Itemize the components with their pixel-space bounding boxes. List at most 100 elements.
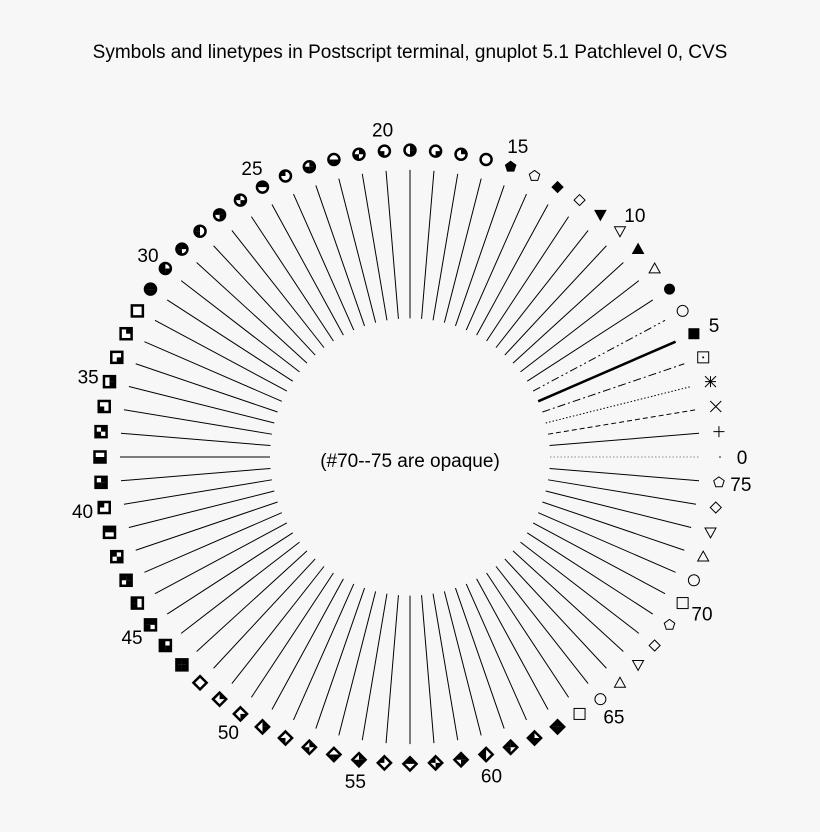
ray-22: [338, 178, 377, 323]
symbol-56: [376, 754, 393, 772]
symbol-11: [594, 209, 607, 222]
symbol-18: [428, 144, 443, 158]
label-10: 10: [624, 206, 645, 227]
symbol-17: [454, 147, 468, 162]
ray-9: [512, 262, 624, 364]
label-40: 40: [72, 502, 93, 523]
symbol-3: [704, 375, 717, 388]
ray-30: [180, 280, 300, 373]
ray-6: [532, 319, 666, 392]
symbol-49: [211, 690, 228, 708]
label-70: 70: [691, 604, 712, 625]
ray-61: [454, 587, 505, 729]
symbol-65: [594, 693, 607, 706]
ray-56: [385, 595, 399, 744]
symbol-31: [143, 282, 158, 296]
ray-66: [504, 558, 607, 669]
symbol-64: [573, 707, 586, 720]
symbol-69: [663, 618, 676, 630]
ray-62: [465, 583, 527, 721]
ray-25: [271, 204, 344, 336]
symbol-57: [401, 755, 419, 773]
symbol-48: [191, 674, 209, 692]
ray-1: [549, 432, 700, 447]
ray-64: [486, 572, 570, 698]
ray-72: [542, 501, 685, 551]
symbol-50: [232, 705, 249, 723]
symbol-41: [102, 525, 117, 540]
ray-21: [361, 173, 388, 321]
symbol-group: [93, 143, 725, 773]
symbol-37: [94, 424, 108, 439]
symbol-21: [352, 147, 366, 162]
symbol-10: [613, 226, 627, 238]
symbol-34: [110, 350, 124, 365]
symbol-40: [97, 500, 111, 515]
symbol-24: [278, 169, 293, 183]
label-65: 65: [603, 707, 624, 728]
ray-35: [128, 386, 275, 424]
ray-11: [495, 230, 589, 348]
symbol-38: [93, 450, 107, 464]
ray-20: [385, 170, 399, 319]
symbol-26: [233, 193, 248, 207]
ray-26: [250, 216, 334, 342]
symbol-0: [719, 456, 721, 458]
ray-47: [196, 550, 308, 652]
ray-29: [196, 262, 308, 364]
symbol-33: [119, 326, 133, 341]
ray-73: [545, 490, 692, 528]
symbol-22: [327, 152, 341, 167]
ray-52: [293, 583, 355, 721]
symbol-23: [302, 159, 317, 174]
symbol-66: [613, 676, 627, 688]
ray-42: [135, 501, 278, 551]
ray-27: [231, 230, 325, 348]
symbol-5: [688, 328, 700, 340]
symbol-35: [102, 374, 117, 389]
symbol-47: [175, 658, 189, 672]
label-75: 75: [730, 475, 751, 496]
ray-60: [443, 591, 482, 736]
symbol-13: [551, 180, 564, 194]
ray-75: [549, 467, 700, 482]
symbol-2: [709, 400, 722, 413]
symbol-68: [648, 639, 661, 652]
symbol-25: [255, 180, 270, 194]
symbol-9: [631, 242, 645, 255]
label-15: 15: [507, 137, 528, 158]
ray-36: [123, 409, 272, 435]
ray-28: [213, 245, 316, 356]
ray-50: [250, 572, 334, 698]
ray-41: [128, 490, 275, 528]
label-group: 0 5 10 15 20 25 30 35 40 45 50 55 60 65 70 75: [72, 120, 751, 793]
ray-32: [154, 319, 288, 392]
ray-24: [293, 193, 355, 331]
label-30: 30: [137, 246, 158, 267]
label-50: 50: [218, 723, 239, 744]
symbol-39: [94, 475, 108, 490]
symbol-19: [403, 143, 417, 157]
ray-13: [476, 204, 549, 336]
symbol-15: [504, 160, 517, 172]
ray-34: [135, 363, 278, 413]
label-45: 45: [121, 628, 142, 649]
ray-55: [361, 593, 388, 741]
label-5: 5: [709, 316, 720, 337]
symbol-32: [130, 304, 145, 318]
symbol-12: [573, 193, 586, 207]
symbol-16: [479, 152, 493, 167]
symbol-30: [158, 261, 173, 276]
symbol-28: [193, 224, 207, 238]
symbol-27: [212, 208, 227, 222]
ray-59: [432, 593, 459, 741]
ray-58: [421, 595, 435, 744]
symbol-53: [300, 738, 318, 756]
ray-45: [166, 532, 294, 615]
ray-65: [495, 566, 589, 684]
ray-23: [315, 185, 366, 327]
ray-16: [443, 178, 482, 323]
label-0: 0: [737, 448, 748, 469]
symbol-1: [713, 426, 725, 438]
symbol-6: [676, 304, 689, 317]
